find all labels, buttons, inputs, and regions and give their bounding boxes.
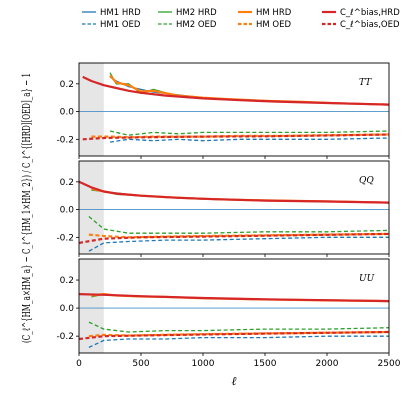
legend-label: HM1 OED — [100, 20, 141, 30]
x-tick-label: 2000 — [316, 359, 339, 369]
y-tick-label: 0.2 — [60, 276, 74, 286]
series-line-hm1-oed — [88, 236, 389, 252]
x-tick-label: 2500 — [378, 359, 401, 369]
x-tick-label: 0 — [76, 359, 82, 369]
legend-entry-hm1-hrd: HM1 HRD — [82, 8, 141, 18]
panels: TT -0.2 0.0 0.2 QQ -0.2 0.0 0.2 UU -0.2 0.0 0.2 0 500… — [56, 62, 401, 369]
series-line-hm1-oed — [109, 137, 390, 143]
y-tick-label: 0.0 — [60, 304, 75, 314]
series-line-c-bias-hrd — [82, 75, 390, 106]
legend-label: HM2 HRD — [176, 8, 217, 18]
excluded-range-band — [79, 63, 104, 156]
legend-label: C_ℓ^bias,HRD — [340, 8, 400, 18]
panel-frame — [78, 160, 390, 255]
legend-entry-hm-oed: HM OED — [238, 20, 291, 30]
legend-label: HM1 HRD — [100, 8, 141, 18]
series-line-c-bias-hrd — [78, 293, 390, 303]
legend-entry-hm-hrd: HM HRD — [238, 8, 292, 18]
x-tick-label: 1500 — [254, 359, 277, 369]
legend-entry-hm2-hrd: HM2 HRD — [158, 8, 217, 18]
x-tick-label: 500 — [132, 359, 149, 369]
y-tick-label: 0.2 — [60, 178, 74, 188]
y-axis-label: (C_ℓ^{HM_a×HM_a} − C_ℓ^{HM_1×HM_2}) / C_… — [20, 73, 33, 343]
legend-entry-c-bias-oed: C_ℓ^bias,OED — [322, 20, 400, 30]
y-tick-label: 0.0 — [60, 206, 75, 216]
panel-label: TT — [359, 78, 372, 88]
legend-entry-c-bias-hrd: C_ℓ^bias,HRD — [322, 8, 400, 18]
y-tick-label: -0.2 — [56, 233, 74, 243]
series-line-hm-oed — [88, 232, 390, 239]
panel-frame — [78, 62, 390, 157]
legend-entry-hm2-oed: HM2 OED — [158, 20, 217, 30]
y-tick-label: -0.2 — [56, 135, 74, 145]
series-line-c-bias-oed — [78, 232, 390, 244]
x-axis-label: ℓ — [232, 374, 237, 388]
x-tick-label: 1000 — [192, 359, 215, 369]
legend-label: HM2 OED — [176, 20, 217, 30]
series-line-c-bias-oed — [78, 330, 390, 341]
panel-tt: TT -0.2 0.0 0.2 — [56, 62, 390, 159]
series-line-c-bias-hrd — [78, 180, 390, 204]
panel-label: QQ — [359, 176, 374, 186]
panel-uu: UU -0.2 0.0 0.2 0 500 1000 1500 2000 2500 — [56, 258, 401, 369]
panel-label: UU — [359, 274, 375, 284]
legend-label: HM HRD — [256, 8, 292, 18]
y-tick-label: -0.2 — [56, 332, 74, 342]
panel-frame — [78, 258, 390, 354]
series-line-hm1-oed — [88, 335, 389, 348]
series-line-c-bias-oed — [82, 133, 390, 141]
legend: HM1 HRD HM2 HRD HM HRD C_ℓ^bias,HRD HM1 OED H… — [82, 8, 400, 30]
legend-entry-hm1-oed: HM1 OED — [82, 20, 141, 30]
series-line-hm2-oed — [88, 321, 390, 333]
y-tick-label: 0.2 — [60, 80, 74, 90]
panel-qq: QQ -0.2 0.0 0.2 — [56, 160, 390, 257]
series-line-hm2-oed — [109, 130, 390, 136]
series-line-hm2-oed — [88, 216, 390, 234]
legend-label: C_ℓ^bias,OED — [340, 20, 400, 30]
legend-label: HM OED — [256, 20, 291, 30]
y-tick-label: 0.0 — [60, 108, 75, 118]
